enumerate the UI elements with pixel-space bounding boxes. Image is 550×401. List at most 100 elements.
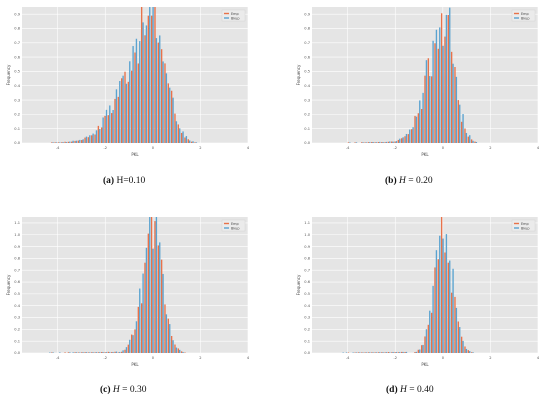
histogram-bar-emp [184,352,186,353]
histogram-bar-emp [470,139,473,143]
histogram-bar-bkup [375,352,378,353]
histogram-bar-bkup [395,352,398,353]
y-tick-label: 0.9 [304,245,310,249]
histogram-bar-bkup [135,38,138,143]
histogram-bar-emp [414,115,416,143]
histogram-bar-emp [107,351,110,353]
y-tick-label: 0.2 [304,113,310,117]
y-tick-label: 0.3 [304,98,310,102]
histogram-bar-emp [361,142,363,143]
y-tick-label: 0.1 [304,339,310,343]
histogram-bar-bkup [152,7,154,143]
histogram-bar-bkup [139,41,141,144]
histogram-bar-emp [154,7,156,143]
legend-box [511,219,536,232]
histogram-bar-emp [437,259,440,353]
histogram-chart-d: -4 -2 0 2 4 0.0 0.1 0.2 0.3 0.4 0.5 0.6 0.7 0.8 0.9 1.0… [296,217,540,367]
histogram-bar-emp [347,142,350,143]
histogram-bar-emp [190,141,193,143]
histogram-bar-bkup [425,60,428,143]
histogram-bar-bkup [362,352,364,353]
histogram-bar-bkup [109,105,111,143]
histogram-bar-bkup [182,352,184,353]
histogram-bar-bkup [119,351,121,353]
histogram-bar-emp [144,262,146,353]
y-axis-label: Frequency [296,274,301,295]
histogram-bar-bkup [429,76,431,143]
histogram-bar-emp [440,13,443,144]
histogram-bar-emp [180,132,183,143]
histogram-bar-emp [454,296,456,353]
histogram-bar-bkup [392,352,394,353]
histogram-bar-emp [464,128,466,143]
x-tick-label: -2 [103,146,107,150]
x-tick-label: 4 [247,146,250,150]
histogram-bar-bkup [122,350,124,353]
histogram-bar-bkup [389,141,391,143]
histogram-bar-emp [460,121,463,143]
y-tick-label: 1.1 [304,221,310,225]
histogram-bar-bkup [169,324,171,353]
histogram-bar-emp [130,334,133,353]
histogram-bar-emp [440,217,443,353]
histogram-bar-bkup [89,135,91,143]
histogram-bar-bkup [142,273,144,353]
histogram-bar-bkup [132,46,134,143]
histogram-bar-emp [167,318,169,353]
caption-d-eq: = [406,385,417,395]
histogram-bar-emp [120,78,123,143]
histogram-bar-bkup [112,109,114,143]
histogram-bar-bkup [169,87,171,143]
x-tick-label: 2 [199,146,201,150]
histogram-bar-emp [157,42,159,143]
histogram-bar-emp [87,137,90,143]
y-tick-label: 0.5 [304,70,310,74]
histogram-bar-bkup [72,140,74,143]
y-tick-label: 0.8 [304,257,310,261]
histogram-bar-bkup [102,117,104,143]
histogram-bar-emp [427,58,430,143]
x-tick-label: 2 [489,146,491,150]
y-tick-label: 0.9 [14,245,20,249]
histogram-bar-emp [74,352,76,353]
histogram-bar-emp [144,35,146,143]
histogram-bar-emp [84,137,86,143]
histogram-bar-bkup [89,352,91,353]
y-axis-label: Frequency [296,64,301,85]
caption-c-eq: = [119,385,130,395]
histogram-bar-emp [447,15,449,144]
legend-label-emp: Emp [231,222,239,226]
histogram-bar-emp [437,48,440,143]
histogram-bar-emp [101,352,103,353]
histogram-bar-emp [184,137,186,143]
histogram-bar-emp [154,221,156,353]
histogram-bar-emp [391,141,393,143]
caption-a-tag: (a) [103,176,115,186]
histogram-bar-bkup [192,141,194,143]
histogram-bar-bkup [405,133,408,143]
histogram-bar-emp [114,98,116,143]
histogram-bar-emp [374,142,376,143]
histogram-bar-emp [157,245,159,353]
histogram-bar-bkup [152,248,154,353]
histogram-bar-bkup [449,7,451,144]
histogram-bar-bkup [455,76,458,143]
histogram-bar-emp [424,75,426,143]
histogram-bar-emp [460,336,463,353]
histogram-bar-bkup [179,128,181,143]
histogram-bar-bkup [125,347,128,353]
histogram-bar-bkup [365,352,368,353]
histogram-bar-emp [114,351,116,353]
x-axis-label: PKL [421,362,429,367]
histogram-bar-emp [77,352,80,353]
histogram-bar-bkup [432,40,434,144]
y-tick-label: 0.5 [304,292,310,296]
y-tick-label: 0.9 [14,12,20,16]
histogram-bar-bkup [172,97,174,143]
histogram-bar-emp [364,352,366,353]
histogram-bar-bkup [129,339,131,353]
x-axis-label: PKL [131,362,139,367]
histogram-bar-bkup [472,352,474,353]
histogram-bar-emp [430,312,433,353]
histogram-bar-bkup [449,260,451,353]
